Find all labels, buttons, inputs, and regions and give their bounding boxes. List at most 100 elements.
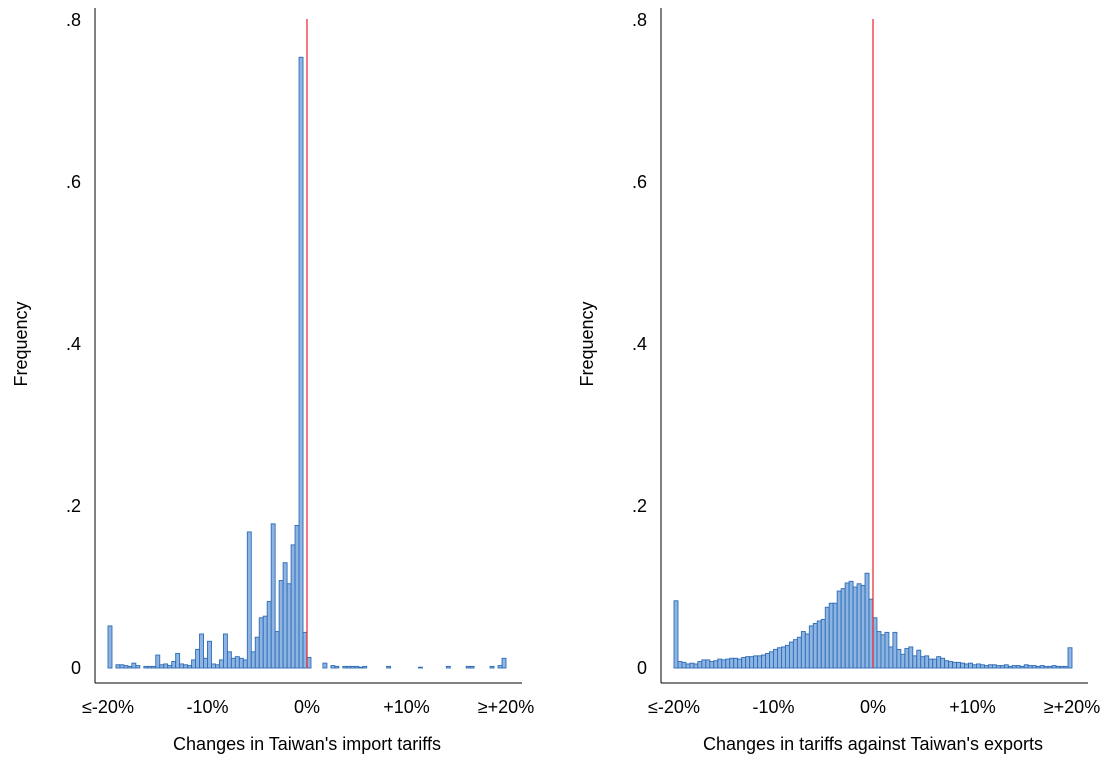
histogram-bar xyxy=(1063,665,1069,669)
histogram-bar xyxy=(123,665,129,669)
histogram-bar xyxy=(211,663,216,669)
histogram-bar xyxy=(207,640,212,669)
histogram-bar xyxy=(127,665,133,669)
histogram-bar xyxy=(976,663,981,669)
histogram-bar xyxy=(800,631,806,669)
histogram-bar xyxy=(171,661,177,669)
histogram-bar xyxy=(999,665,1005,669)
histogram-bar xyxy=(163,663,169,669)
histogram-bar xyxy=(788,641,794,669)
y-axis-label: Frequency xyxy=(11,301,31,386)
histogram-bar xyxy=(298,56,304,669)
histogram-bar xyxy=(948,661,954,669)
histogram-bar xyxy=(816,620,822,669)
histogram-bar xyxy=(804,633,810,669)
histogram-bar xyxy=(796,636,802,669)
histogram-bar xyxy=(230,657,236,669)
histogram-bar xyxy=(824,606,830,669)
histogram-bar xyxy=(792,639,798,669)
histogram-bar xyxy=(234,656,240,669)
histogram-bar xyxy=(254,636,260,669)
histogram-bar xyxy=(270,523,276,669)
histogram-bar xyxy=(713,660,719,669)
histogram-bar xyxy=(330,665,336,669)
histogram-bar xyxy=(904,648,910,669)
histogram-bar xyxy=(980,664,985,669)
histogram-bar xyxy=(741,657,747,669)
histogram-bar xyxy=(342,665,348,669)
histogram-bar xyxy=(282,562,288,669)
histogram-bar xyxy=(195,648,200,669)
x-tick-label: ≥+20% xyxy=(1044,697,1100,717)
histogram-bar xyxy=(191,659,197,669)
y-tick-label: .2 xyxy=(66,496,81,516)
histogram-bar xyxy=(836,590,842,669)
histogram-bar xyxy=(983,665,989,669)
histogram-bar xyxy=(944,660,950,669)
histogram-bar xyxy=(155,654,161,669)
histogram-bar xyxy=(262,615,268,669)
histogram-bar xyxy=(828,602,834,669)
histogram-bar xyxy=(175,652,181,669)
histogram-bar xyxy=(689,662,695,669)
histogram-bar xyxy=(753,655,759,669)
histogram-bar xyxy=(465,665,471,669)
histogram-bar xyxy=(972,664,977,669)
histogram-bar xyxy=(167,665,173,669)
y-tick-label: 0 xyxy=(637,658,647,678)
histogram-bar xyxy=(159,664,165,669)
x-tick-label: ≤-20% xyxy=(648,697,700,717)
y-tick-label: .8 xyxy=(632,10,647,30)
histogram-bar xyxy=(896,648,902,669)
y-tick-label: .6 xyxy=(66,172,81,192)
histogram-bar xyxy=(884,631,890,669)
histogram-bar xyxy=(916,649,922,669)
y-tick-label: .4 xyxy=(632,334,647,354)
histogram-bar xyxy=(445,665,451,669)
y-axis-label: Frequency xyxy=(577,301,597,386)
histogram-bar xyxy=(777,647,782,669)
histogram-bar xyxy=(179,663,185,669)
histogram-bar xyxy=(1059,665,1065,669)
histogram-bar xyxy=(765,652,770,669)
histogram-bar xyxy=(733,657,739,669)
histogram-bar xyxy=(1039,665,1045,669)
histogram-bar xyxy=(294,524,300,669)
histogram-bar xyxy=(808,625,814,669)
histogram-bar xyxy=(358,666,364,669)
histogram-bar xyxy=(773,648,778,669)
x-axis-label: Changes in Taiwan's import tariffs xyxy=(173,734,441,754)
histogram-bar xyxy=(346,665,352,669)
histogram-bar xyxy=(489,665,495,669)
y-tick-label: .4 xyxy=(66,334,81,354)
histogram-bar xyxy=(151,665,157,669)
histogram-bar xyxy=(131,662,137,669)
histogram-bar xyxy=(1055,665,1061,669)
histogram-bar xyxy=(417,666,423,669)
histogram-bar xyxy=(354,665,360,669)
histogram-bar xyxy=(912,655,918,669)
histogram-bar xyxy=(717,658,723,669)
y-tick-label: .6 xyxy=(632,172,647,192)
histogram-bar xyxy=(1023,664,1029,669)
histogram-bar xyxy=(924,655,930,669)
histogram-bar xyxy=(681,661,687,669)
histogram-bar xyxy=(1047,665,1053,669)
x-tick-label: ≤-20% xyxy=(82,697,134,717)
histogram-bar xyxy=(908,646,914,669)
histogram-bar xyxy=(322,662,328,669)
histogram-bar xyxy=(218,659,224,669)
histogram-bar xyxy=(844,582,850,669)
histogram-bar xyxy=(920,656,926,669)
histogram-bar xyxy=(199,633,204,669)
x-axis-label: Changes in tariffs against Taiwan's expo… xyxy=(703,734,1043,754)
histogram-bar xyxy=(876,631,882,669)
histogram-bar xyxy=(1027,665,1033,669)
x-tick-label: ≥+20% xyxy=(478,697,534,717)
histogram-bar xyxy=(1035,665,1041,669)
histogram-bar xyxy=(278,580,284,669)
histogram-bar xyxy=(1003,664,1009,669)
histogram-bar xyxy=(222,633,228,669)
histogram-bar xyxy=(864,572,870,669)
